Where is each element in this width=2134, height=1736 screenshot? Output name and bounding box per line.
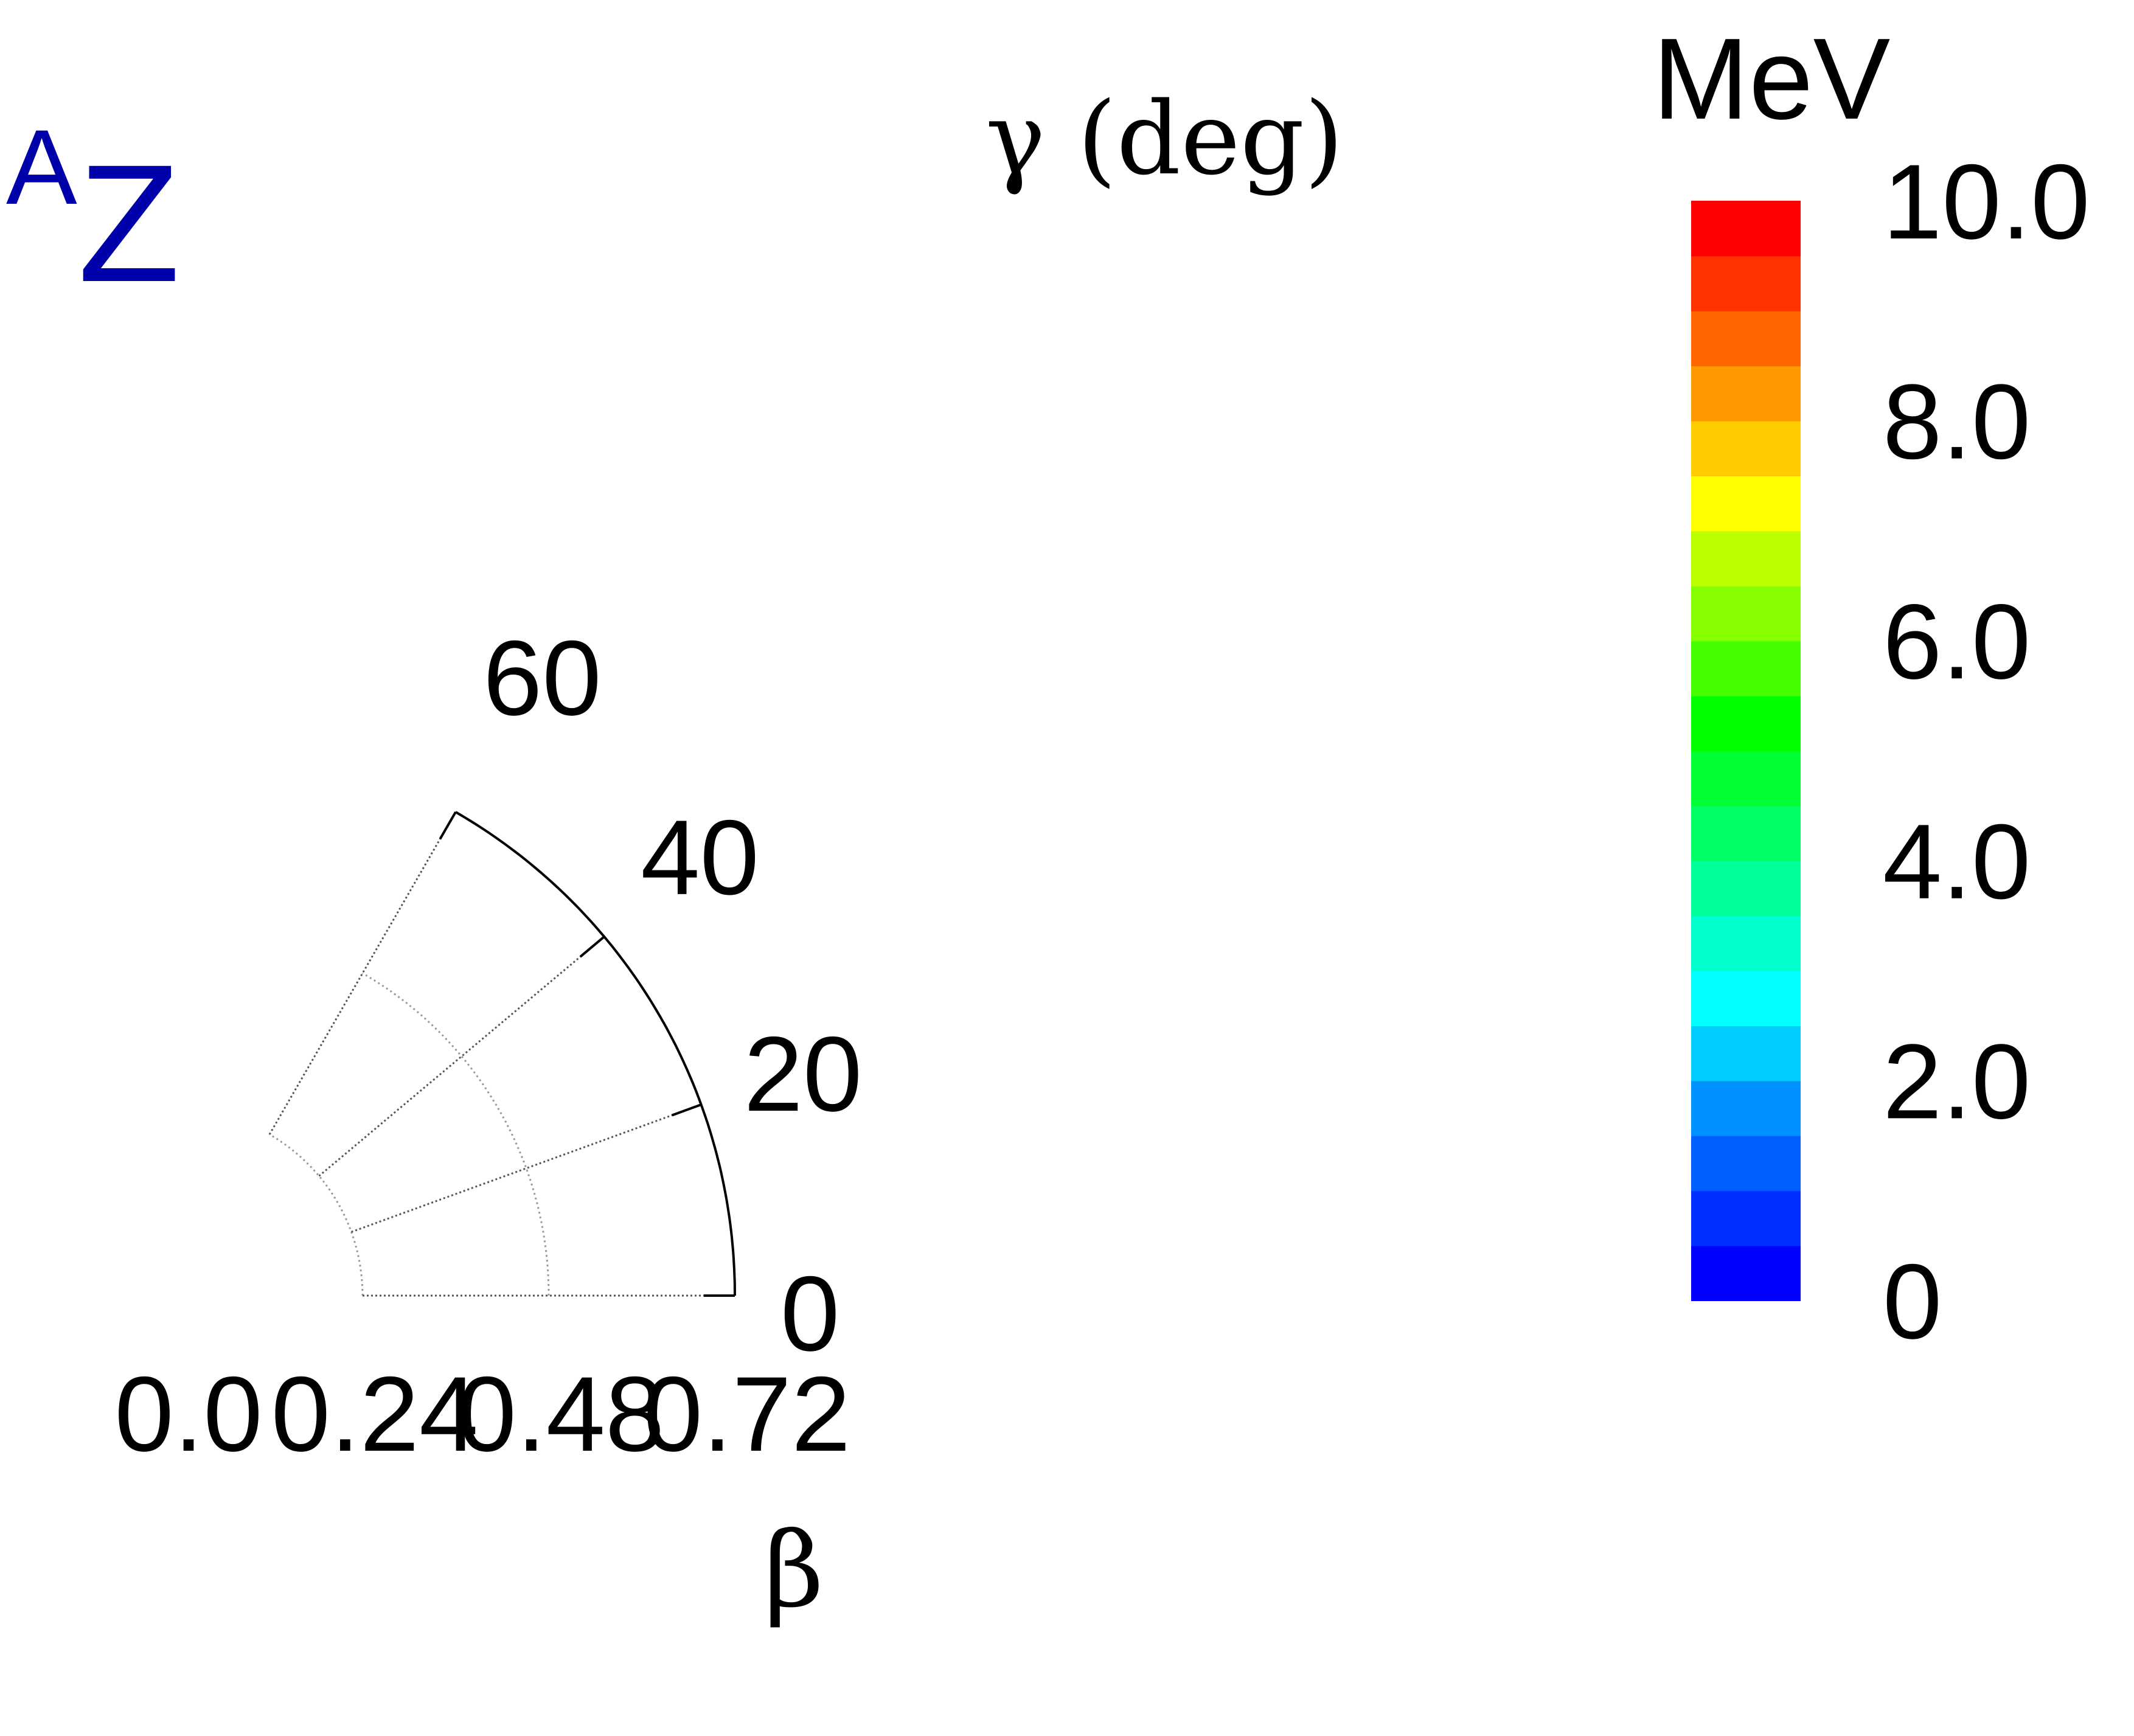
colorbar-segment (1691, 1135, 1801, 1192)
gamma-axis-label: γ (deg) (985, 80, 1344, 197)
gamma-tick-label: 40 (641, 799, 759, 917)
beta-axis-label: β (764, 1510, 824, 1631)
gamma-rim-tick (672, 1103, 702, 1117)
nucleus-symbol-label: Z (78, 130, 180, 317)
colorbar-segment (1691, 915, 1801, 971)
colorbar-segment (1691, 530, 1801, 586)
colorbar: 0 2.0 4.0 6.0 8.0 10.0 (1691, 143, 2090, 1361)
polar-plot-area: 0 20 40 60 0.0 0.240.480.72 (114, 619, 862, 1474)
colorbar-segment (1691, 1026, 1801, 1082)
colorbar-tick-label: 8.0 (1883, 363, 2031, 482)
colorbar-unit-label: MeV (1653, 15, 1891, 144)
colorbar-segment (1691, 805, 1801, 861)
colorbar-segment (1691, 420, 1801, 476)
gamma-grid-spoke (318, 936, 605, 1177)
gamma-grid-spoke (351, 1103, 702, 1233)
outer-boundary-arc (454, 811, 736, 1296)
colorbar-segment (1691, 255, 1801, 311)
colorbar-tick-label: 6.0 (1883, 583, 2031, 701)
gamma-tick-label: 60 (483, 619, 602, 738)
nucleus-mass-label: A (6, 108, 77, 227)
beta-tick-label: 0.72 (644, 1355, 851, 1474)
gamma-grid-spoke (268, 811, 457, 1135)
beta-tick-label: 0.24 (271, 1355, 479, 1474)
colorbar-tick-label: 0 (1883, 1243, 1942, 1361)
gamma-tick-label: 0 (780, 1255, 839, 1373)
colorbar-tick-label: 2.0 (1883, 1023, 2031, 1141)
colorbar-segment (1691, 476, 1801, 532)
beta-tick-label: 0.48 (457, 1355, 665, 1474)
colorbar-segment (1691, 1190, 1801, 1246)
colorbar-segment (1691, 585, 1801, 642)
colorbar-segment (1691, 366, 1801, 422)
colorbar-segment (1691, 310, 1801, 367)
beta-grid-arc (269, 1133, 364, 1296)
gamma-rim-tick (439, 811, 457, 840)
nucleus-label: A Z (6, 108, 180, 317)
colorbar-tick-label: 10.0 (1883, 143, 2090, 262)
colorbar-segment (1691, 641, 1801, 696)
colorbar-segment (1691, 751, 1801, 807)
colorbar-segment (1691, 1245, 1801, 1301)
colorbar-segment (1691, 860, 1801, 917)
colorbar-segment (1691, 695, 1801, 751)
colorbar-tick-label: 4.0 (1883, 803, 2031, 922)
gamma-tick-label: 20 (744, 1015, 863, 1134)
colorbar-segment (1691, 201, 1801, 257)
colorbar-segment (1691, 970, 1801, 1026)
colorbar-segment (1691, 1080, 1801, 1136)
beta-grid-arc (362, 972, 550, 1296)
gamma-rim-tick (579, 936, 605, 958)
beta-tick-label: 0.0 (114, 1355, 262, 1474)
